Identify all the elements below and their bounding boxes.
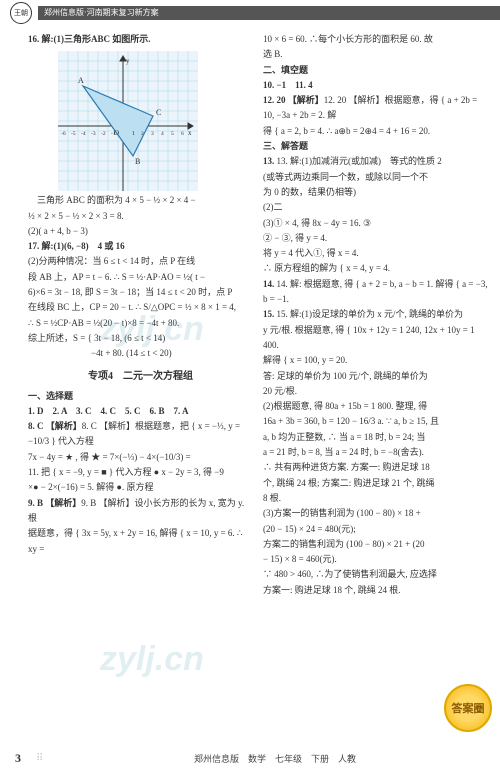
- triangle-graph: A B C O 1 x y -6-5-4 -3-2-1 234 56: [58, 51, 198, 191]
- q17-h: −4t + 80. (14 ≤ t < 20): [28, 346, 253, 361]
- fill-heading: 二、填空题: [263, 63, 488, 78]
- q16-line: 16. 解:(1)三角形ABC 如图所示.: [28, 32, 253, 47]
- r14a-text: 14. 解: 根据题意, 得 { a + 2 = b, a − b = 1. 解…: [263, 279, 488, 304]
- q17-1: 17. 解:(1)(6, −8) 4 或 16: [28, 239, 253, 254]
- page-header: 王朝 郑州信息版·河南期末复习新方案: [0, 0, 500, 26]
- r15c: 解得 { x = 100, y = 20.: [263, 353, 488, 368]
- section-title: 专项4 二元一次方程组: [28, 368, 253, 385]
- r13d: (2)二: [263, 200, 488, 215]
- r15k: 个, 跳绳 24 根; 方案二: 购进足球 21 个, 跳绳: [263, 476, 488, 491]
- r13a: 13. 13. 解:(1)加减消元(或加减) 等式的性质 2: [263, 154, 488, 169]
- r13c: 为 0 的数，结果仍相等): [263, 185, 488, 200]
- r15a-text: 15. 解:(1)设足球的单价为 x 元/个, 跳绳的单价为: [277, 309, 464, 319]
- svg-text:x: x: [188, 129, 192, 137]
- svg-text:2: 2: [141, 131, 144, 137]
- svg-text:A: A: [78, 76, 84, 85]
- r15h: a, b 均为正整数, ∴ 当 a = 18 时, b = 24; 当: [263, 430, 488, 445]
- r13e: (3)① × 4, 得 8x − 4y = 16. ③: [263, 216, 488, 231]
- q17-g: 综上所述，S = { 3t − 18, (6 ≤ t < 14): [28, 331, 253, 346]
- answer-heading: 三、解答题: [263, 139, 488, 154]
- r15l: 8 根.: [263, 491, 488, 506]
- q17-d: 6)×6 = 3t − 18, 即 S = 3t − 18；当 14 ≤ t <…: [28, 285, 253, 300]
- svg-text:6: 6: [181, 131, 184, 137]
- content-area: 16. 解:(1)三角形ABC 如图所示.: [0, 26, 500, 726]
- svg-text:y: y: [126, 57, 130, 65]
- r15b: y 元/根. 根据题意, 得 { 10x + 12y = 1 240, 12x …: [263, 323, 488, 354]
- q16-area-1: 三角形 ABC 的面积为 4 × 5 − ½ × 2 × 4 −: [28, 193, 253, 208]
- r15n: (20 − 15) × 24 = 480(元);: [263, 522, 488, 537]
- svg-text:-1: -1: [111, 131, 116, 137]
- r14a: 14. 14. 解: 根据题意, 得 { a + 2 = b, a − b = …: [263, 277, 488, 308]
- svg-text:1: 1: [132, 131, 135, 137]
- q17-c: 段 AB 上，AP = t − 6. ∴ S = ½·AP·AO = ½( t …: [28, 270, 253, 285]
- q9-a: 9. B 【解析】9. B 【解析】设小长方形的长为 x, 宽为 y. 根: [28, 496, 253, 527]
- r15e: 20 元/根.: [263, 384, 488, 399]
- header-badge: 王朝: [10, 2, 32, 24]
- r1: 10 × 6 = 60. ∴每个小长方形的面积是 60. 故: [263, 32, 488, 47]
- r15q: ∵ 480 > 460, ∴为了使销售利润最大, 应选择: [263, 567, 488, 582]
- left-column: 16. 解:(1)三角形ABC 如图所示.: [28, 32, 253, 726]
- footer-text: 郑州信息版 数学 七年级 下册 人教: [50, 752, 500, 765]
- svg-text:4: 4: [161, 131, 164, 137]
- svg-text:3: 3: [151, 131, 154, 137]
- q8-b: 7x − 4y = ★ , 得 ★ = 7×(−⅓) − 4×(−10/3) =: [28, 450, 253, 465]
- r15i: a = 21 时, b = 8, 当 a = 24 时, b = −8(舍去).: [263, 445, 488, 460]
- page-footer: 3 ⠿ 郑州信息版 数学 七年级 下册 人教: [0, 751, 500, 766]
- svg-text:-3: -3: [91, 131, 96, 137]
- q16-2: (2)( a + 4, b − 3): [28, 224, 253, 239]
- q17-f: ∴ S = ½CP·AB = ½(20 − t)×8 = −4t + 80.: [28, 316, 253, 331]
- svg-text:-4: -4: [81, 131, 86, 137]
- graph-svg: A B C O 1 x y -6-5-4 -3-2-1 234 56: [58, 51, 198, 191]
- svg-text:B: B: [135, 157, 140, 166]
- r15p: − 15) × 8 = 460(元).: [263, 552, 488, 567]
- r15d: 答: 足球的单价为 100 元/个, 跳绳的单价为: [263, 369, 488, 384]
- r13a-text: 13. 解:(1)加减消元(或加减) 等式的性质 2: [277, 156, 442, 166]
- svg-text:5: 5: [171, 131, 174, 137]
- r13h: ∴ 原方程组的解为 { x = 4, y = 4.: [263, 261, 488, 276]
- q9-b: 据题意，得 { 3x = 5y, x + 2y = 16, 解得 { x = 1…: [28, 526, 253, 557]
- r13g: 将 y = 4 代入①, 得 x = 4.: [263, 246, 488, 261]
- answer-circle-logo: 答案圈: [444, 684, 492, 732]
- r13f: ② − ③, 得 y = 4.: [263, 231, 488, 246]
- r15m: (3)方案一的销售利润为 (100 − 80) × 18 +: [263, 506, 488, 521]
- q8-c: 11. 把 { x = −9, y = ■ } 代入方程 ● x − 2y = …: [28, 465, 253, 480]
- svg-text:-6: -6: [61, 131, 66, 137]
- r15f: (2)根据题意, 得 80a + 15b = 1 800. 整理, 得: [263, 399, 488, 414]
- r15o: 方案二的销售利润为 (100 − 80) × 21 + (20: [263, 537, 488, 552]
- q8-a: 8. C 【解析】8. C 【解析】根据题意，把 { x = −⅓, y = −…: [28, 419, 253, 450]
- q17-e: 在线段 BC 上，CP = 20 − t. ∴ S/△OPC = ½ × 8 ×…: [28, 300, 253, 315]
- r2: 选 B.: [263, 47, 488, 62]
- r3: 10. −1 11. 4: [263, 78, 488, 93]
- choice-heading: 一、选择题: [28, 389, 253, 404]
- answers-row: 1. D 2. A 3. C 4. C 5. C 6. B 7. A: [28, 404, 253, 419]
- q8-d: ×● − 2×(−16) = 5. 解得 ●. 原方程: [28, 480, 253, 495]
- footer-dots: ⠿: [36, 753, 50, 764]
- r15r: 方案一: 购进足球 18 个, 跳绳 24 根.: [263, 583, 488, 598]
- svg-text:-5: -5: [71, 131, 76, 137]
- r12b: 得 { a = 2, b = 4. ∴ a⊕b = 2⊕4 = 4 + 16 =…: [263, 124, 488, 139]
- r12a: 12. 20 【解析】12. 20 【解析】根据题意，得 { a + 2b = …: [263, 93, 488, 124]
- q16-area-2: ½ × 2 × 5 − ½ × 2 × 3 = 8.: [28, 209, 253, 224]
- q17-b: (2)分两种情况：当 6 ≤ t < 14 时，点 P 在线: [28, 254, 253, 269]
- header-strip: 郑州信息版·河南期末复习新方案: [38, 6, 500, 20]
- r15j: ∴ 共有两种进货方案. 方案一: 购进足球 18: [263, 460, 488, 475]
- svg-text:C: C: [156, 108, 161, 117]
- r13b: (或等式两边乘同一个数，或除以同一个不: [263, 170, 488, 185]
- r15g: 16a + 3b = 360, b = 120 − 16/3 a. ∵ a, b…: [263, 414, 488, 429]
- r15a: 15. 15. 解:(1)设足球的单价为 x 元/个, 跳绳的单价为: [263, 307, 488, 322]
- page-number: 3: [0, 751, 36, 766]
- right-column: 10 × 6 = 60. ∴每个小长方形的面积是 60. 故 选 B. 二、填空…: [263, 32, 488, 726]
- svg-text:-2: -2: [101, 131, 106, 137]
